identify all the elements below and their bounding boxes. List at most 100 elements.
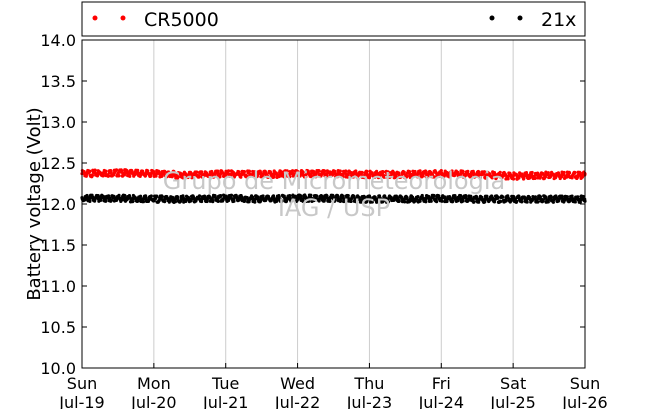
series-0-sample-956 [423, 169, 428, 173]
series-1-sample-30 [91, 195, 95, 199]
series-1-sample-208 [155, 194, 159, 198]
series-1-sample-705 [333, 198, 337, 202]
series-0-sample-1000 [439, 168, 443, 173]
series-0-sample-838 [381, 170, 385, 174]
series-1-sample-416 [229, 193, 234, 197]
series-1-sample-935 [416, 195, 420, 199]
series-0-sample-979 [432, 175, 436, 179]
series-1-sample-727 [341, 194, 345, 198]
series-1-sample-741 [346, 193, 350, 198]
series-1-sample-898 [403, 200, 407, 204]
series-1-sample-223 [160, 194, 164, 199]
series-0-sample-118 [122, 173, 126, 177]
series-1-sample-1054 [459, 194, 463, 198]
x-tick-date-3: Jul-22 [274, 393, 320, 409]
series-0-sample-816 [373, 175, 377, 179]
series-0-sample-29 [90, 173, 95, 177]
series-0-sample-133 [128, 174, 132, 178]
series-1-sample-252 [170, 195, 175, 200]
series-1-sample-579 [288, 194, 292, 198]
series-0-sample-481 [253, 170, 257, 174]
series-0-sample-1298 [546, 171, 550, 175]
series-0-sample-638 [309, 174, 313, 178]
x-tick-date-7: Jul-26 [561, 393, 607, 409]
series-0-sample-1261 [533, 176, 537, 180]
series-1-sample-1032 [451, 199, 455, 203]
series-1-sample-698 [331, 193, 335, 198]
x-axis: SunJul-19MonJul-20TueJul-21WedJul-22ThuJ… [58, 363, 608, 409]
x-tick-day-1: Mon [137, 374, 171, 393]
y-tick-label-8: 14.0 [40, 31, 76, 50]
series-0-sample-452 [242, 170, 246, 174]
series-1-sample-735 [344, 199, 348, 204]
series-0-sample-183 [146, 169, 150, 173]
series-0-sample-712 [336, 174, 340, 178]
series-1-sample-905 [405, 196, 409, 200]
series-0-sample-319 [195, 170, 199, 174]
series-1-sample-74 [106, 194, 111, 198]
series-0-sample-756 [352, 175, 356, 179]
series-1-sample-779 [360, 200, 364, 204]
series-1-sample-349 [205, 198, 209, 202]
series-0-sample-59 [101, 174, 105, 178]
series-1 [80, 193, 587, 204]
series-0-sample-74 [106, 174, 111, 178]
y-tick-label-0: 10.0 [40, 359, 76, 378]
series-0-sample-22 [88, 169, 92, 173]
series-1-sample-1380 [576, 195, 580, 199]
y-tick-label-5: 12.5 [40, 154, 76, 173]
series-0-sample-1164 [498, 170, 502, 174]
legend-marker-21x-1 [489, 15, 495, 21]
series-1-sample-1202 [512, 195, 516, 199]
series-1-sample-1121 [483, 200, 487, 204]
series-1-sample-82 [109, 198, 114, 202]
legend-frame [81, 1, 586, 37]
y-tick-label-6: 13.0 [40, 113, 76, 132]
series-0-sample-801 [368, 174, 372, 178]
series-0 [80, 168, 587, 181]
series-1-sample-460 [245, 195, 249, 200]
series-0-sample-897 [402, 170, 406, 174]
series-0-sample-845 [384, 175, 388, 179]
series-1-sample-379 [216, 199, 220, 204]
series-1-sample-1312 [551, 200, 555, 204]
series-1-sample-260 [173, 200, 178, 204]
x-tick-date-6: Jul-25 [489, 393, 535, 409]
legend-marker-cr5000-1 [92, 15, 98, 21]
series-layer [80, 168, 587, 204]
series-1-sample-690 [328, 199, 332, 203]
series-1-sample-637 [309, 193, 313, 197]
series-1-sample-1002 [440, 199, 444, 203]
series-0-sample-1342 [562, 170, 566, 175]
series-1-sample-1210 [515, 199, 519, 203]
series-0-sample-1120 [482, 170, 486, 174]
x-tick-date-4: Jul-23 [346, 393, 392, 409]
series-1-sample-1373 [573, 200, 577, 204]
series-0-sample-96 [114, 168, 119, 172]
series-0-sample-853 [386, 170, 391, 174]
series-0-sample-103 [117, 174, 121, 178]
series-0-sample-1046 [456, 170, 460, 174]
series-0-sample-504 [261, 175, 265, 179]
x-tick-day-3: Wed [280, 374, 315, 393]
series-1-sample-1172 [501, 195, 505, 199]
series-0-sample-949 [421, 174, 425, 178]
series-1-sample-1276 [538, 195, 543, 199]
series-0-sample-1357 [567, 171, 572, 175]
series-0-sample-549 [277, 174, 281, 179]
series-0-sample-912 [408, 170, 412, 174]
series-0-sample-437 [237, 170, 241, 174]
series-1-sample-609 [299, 194, 303, 198]
plot-area [82, 40, 585, 368]
legend-marker-cr5000-2 [120, 15, 126, 21]
series-1-sample-1351 [565, 195, 569, 199]
series-0-sample-675 [322, 169, 327, 173]
series-1-sample-646 [312, 198, 316, 203]
series-0-sample-571 [285, 169, 289, 173]
series-0-sample-994 [437, 174, 441, 179]
x-tick-day-2: Tue [211, 374, 239, 393]
series-0-sample-1216 [517, 176, 521, 180]
watermark-line-1: Grupo de Micrometeorologia [163, 167, 505, 195]
series-0-sample-1201 [511, 177, 516, 181]
series-0-sample-860 [389, 174, 393, 178]
